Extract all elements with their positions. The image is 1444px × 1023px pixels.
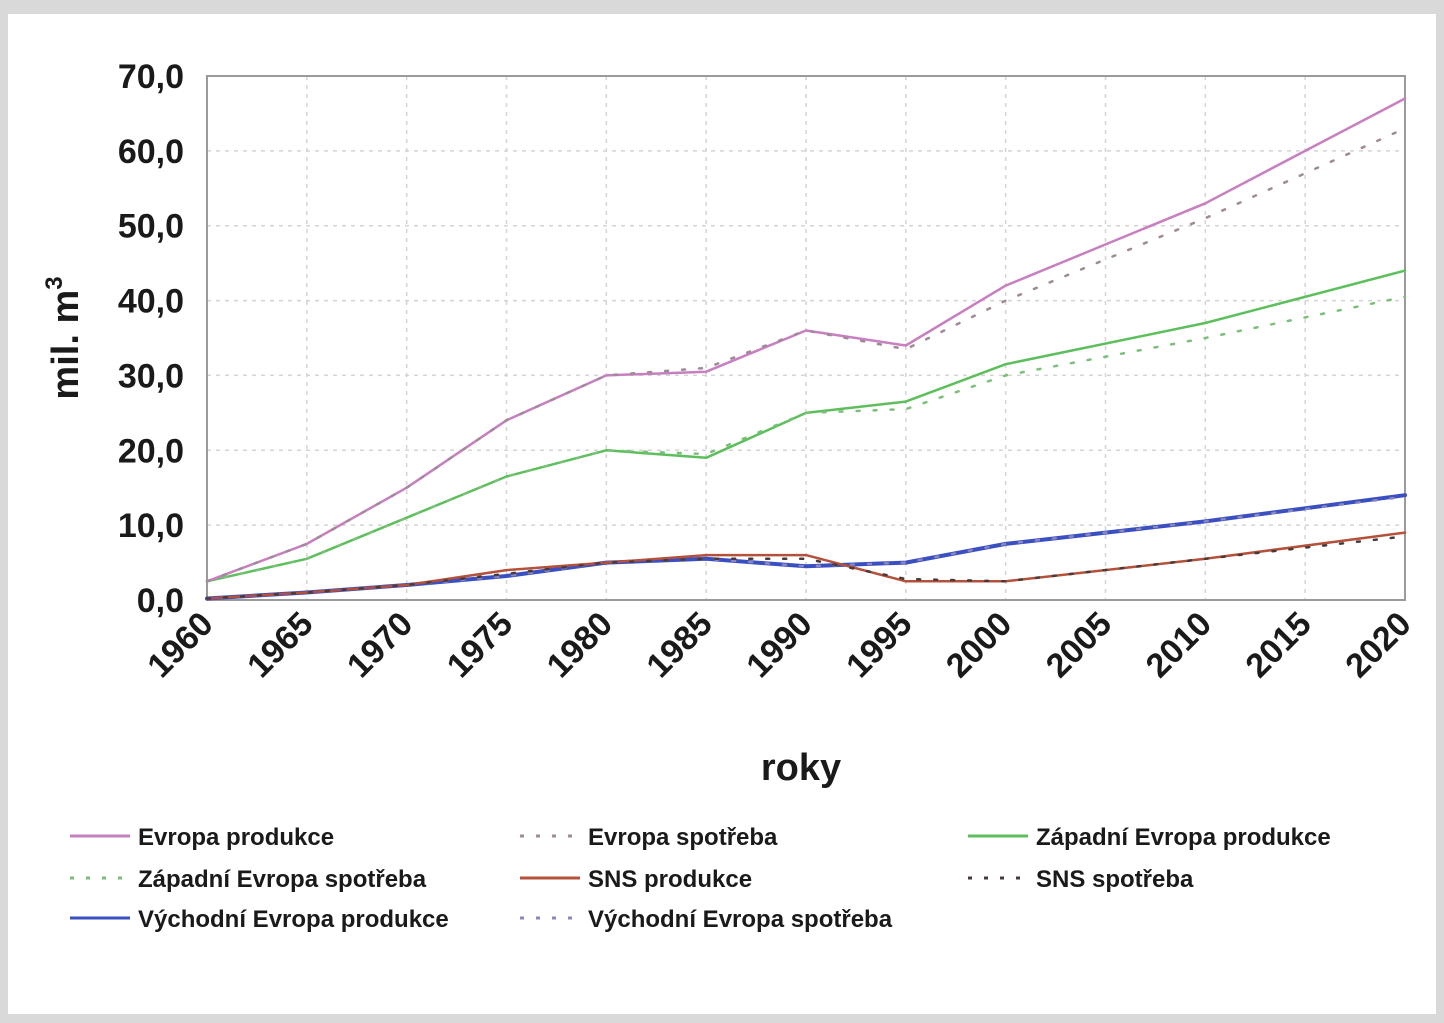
x-tick-label: 1985 [639, 605, 719, 685]
x-tick-label: 1980 [540, 605, 620, 685]
legend-item: Východní Evropa spotřeba [520, 906, 893, 933]
legend-item: SNS spotřeba [968, 866, 1194, 893]
grid [206, 75, 1406, 601]
y-tick-label: 50,0 [118, 208, 184, 246]
legend-label: Západní Evropa produkce [1036, 824, 1331, 851]
y-tick-label: 40,0 [118, 283, 184, 321]
x-tick-label: 1975 [440, 605, 520, 685]
legend-item: Evropa produkce [70, 824, 334, 851]
series-line [205, 295, 1407, 583]
y-axis-label-group: mil. m3 [41, 276, 87, 399]
y-tick-label: 30,0 [118, 357, 184, 395]
plot-area [206, 75, 1406, 601]
series-layer [205, 97, 1407, 601]
svg-text:mil. m3: mil. m3 [41, 276, 87, 399]
legend-label: Evropa spotřeba [588, 824, 778, 851]
y-axis-label: mil. m [45, 290, 87, 400]
y-tick-label: 0,0 [137, 582, 184, 620]
legend-label: Evropa produkce [138, 824, 334, 851]
x-tick-label: 2005 [1039, 605, 1119, 685]
y-tick-label: 20,0 [118, 432, 184, 470]
legend-label: Východní Evropa spotřeba [588, 906, 893, 933]
series-line [205, 535, 1407, 600]
x-tick-label: 1995 [839, 605, 919, 685]
series-line [205, 269, 1407, 583]
legend-label: SNS spotřeba [1036, 866, 1194, 893]
legend: Evropa produkce Evropa spotřeba Západní Ev… [70, 824, 1331, 933]
x-tick-label: 1970 [340, 605, 420, 685]
y-tick-label: 10,0 [118, 507, 184, 545]
series-line [205, 495, 1407, 600]
y-tick-label: 70,0 [118, 58, 184, 96]
x-tick-label: 2015 [1238, 605, 1318, 685]
x-axis-label: roky [761, 747, 841, 789]
legend-label: Západní Evropa spotřeba [138, 866, 427, 893]
x-tick-label: 2020 [1338, 605, 1418, 685]
legend-item: SNS produkce [520, 866, 752, 893]
legend-item: Východní Evropa produkce [70, 906, 449, 933]
legend-item: Evropa spotřeba [520, 824, 778, 851]
legend-label: SNS produkce [588, 866, 752, 893]
x-tick-label: 2010 [1139, 605, 1219, 685]
legend-label: Východní Evropa produkce [138, 906, 449, 933]
x-axis-ticks: 1960 1965 1970 1975 1980 1985 1990 1995 2000 2005… [140, 605, 1418, 685]
line-chart: 0,0 10,0 20,0 30,0 40,0 50,0 60,0 70,0 1960 1965… [41, 58, 1419, 933]
x-tick-label: 1965 [240, 605, 320, 685]
chart-frame: 0,0 10,0 20,0 30,0 40,0 50,0 60,0 70,0 1960 1965… [8, 14, 1436, 1014]
x-tick-label: 2000 [939, 605, 1019, 685]
y-axis-label-superscript: 3 [41, 276, 68, 289]
legend-item: Západní Evropa spotřeba [70, 866, 427, 893]
y-tick-label: 60,0 [118, 133, 184, 171]
y-axis-ticks: 0,0 10,0 20,0 30,0 40,0 50,0 60,0 70,0 [118, 58, 184, 620]
legend-item: Západní Evropa produkce [968, 824, 1331, 851]
x-tick-label: 1990 [739, 605, 819, 685]
series-line [205, 97, 1407, 583]
